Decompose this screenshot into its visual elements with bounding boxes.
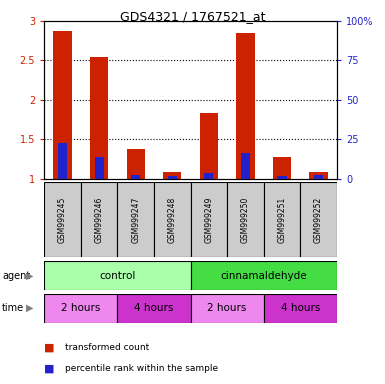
Text: 4 hours: 4 hours	[134, 303, 174, 313]
Bar	[314, 175, 323, 179]
Text: ▶: ▶	[26, 270, 33, 281]
Bar	[117, 294, 191, 323]
Text: transformed count: transformed count	[65, 343, 150, 352]
Bar	[95, 157, 104, 179]
Text: cinnamaldehyde: cinnamaldehyde	[220, 270, 307, 281]
Bar	[154, 182, 191, 257]
Bar	[236, 33, 254, 179]
Bar	[204, 173, 213, 179]
Text: GDS4321 / 1767521_at: GDS4321 / 1767521_at	[120, 10, 265, 23]
Text: GSM999249: GSM999249	[204, 197, 213, 243]
Text: GSM999251: GSM999251	[278, 197, 286, 243]
Bar	[264, 294, 337, 323]
Bar	[168, 176, 177, 179]
Text: control: control	[99, 270, 136, 281]
Text: ■: ■	[44, 343, 55, 353]
Bar	[227, 182, 264, 257]
Bar	[241, 153, 250, 179]
Bar	[264, 182, 300, 257]
Bar	[191, 294, 264, 323]
Text: time: time	[2, 303, 24, 313]
Bar	[310, 172, 328, 179]
Bar	[131, 175, 140, 179]
Text: GSM999247: GSM999247	[131, 197, 140, 243]
Text: GSM999248: GSM999248	[168, 197, 177, 243]
Bar	[200, 113, 218, 179]
Bar	[163, 172, 181, 179]
Text: GSM999246: GSM999246	[95, 197, 104, 243]
Bar	[191, 182, 227, 257]
Bar	[81, 182, 117, 257]
Bar	[54, 31, 72, 179]
Bar	[44, 261, 191, 290]
Text: agent: agent	[2, 270, 30, 281]
Text: 2 hours: 2 hours	[61, 303, 100, 313]
Bar	[44, 182, 81, 257]
Text: GSM999252: GSM999252	[314, 197, 323, 243]
Bar	[127, 149, 145, 179]
Text: ▶: ▶	[26, 303, 33, 313]
Text: percentile rank within the sample: percentile rank within the sample	[65, 364, 219, 373]
Bar	[90, 57, 108, 179]
Text: 4 hours: 4 hours	[281, 303, 320, 313]
Bar	[44, 294, 117, 323]
Text: GSM999250: GSM999250	[241, 197, 250, 243]
Bar	[191, 261, 337, 290]
Bar	[278, 176, 286, 179]
Text: 2 hours: 2 hours	[208, 303, 247, 313]
Bar	[300, 182, 337, 257]
Bar	[273, 157, 291, 179]
Text: ■: ■	[44, 364, 55, 374]
Bar	[117, 182, 154, 257]
Text: GSM999245: GSM999245	[58, 197, 67, 243]
Bar	[58, 143, 67, 179]
